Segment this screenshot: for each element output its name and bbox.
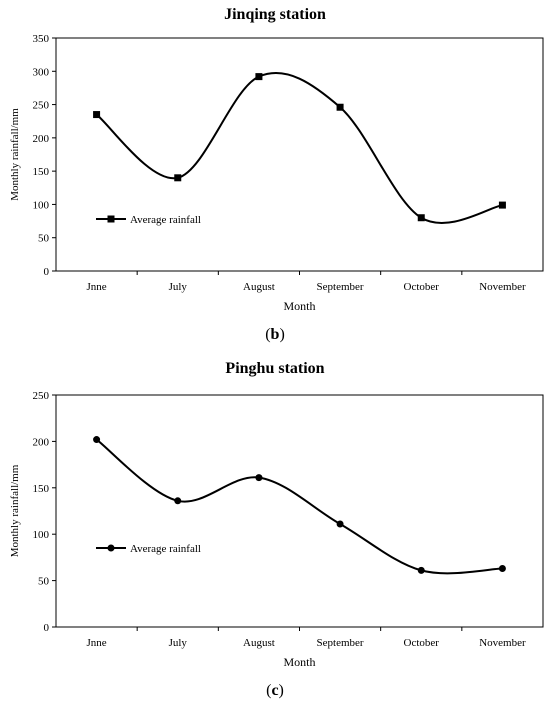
y-tick-label: 300 [33,66,50,78]
x-tick-label: August [243,637,275,649]
y-tick-label: 200 [33,436,50,448]
y-tick-label: 50 [38,233,50,245]
chart-title: Jinqing station [224,6,326,23]
legend-marker [107,544,115,552]
chart-panel-c: Pinghu station 0 50 100 150 200 250 Jnne July Au… [0,356,550,712]
x-axis-label: Month [283,655,315,669]
data-point-marker [174,497,182,505]
x-tick-label: Jnne [86,281,106,293]
data-point-marker [417,566,425,574]
y-tick-label: 50 [38,576,50,588]
plot-area-frame [55,394,544,628]
x-tick-label: Jnne [86,637,106,649]
data-point-marker [498,565,506,573]
figure-label-b: (b) [265,326,285,343]
x-tick-label: July [169,637,188,649]
series-line [95,438,503,575]
data-point-marker [93,436,101,444]
figure-label-letter: b [270,326,280,343]
data-point-marker [174,174,182,182]
y-axis-label: Monthly rainfall/mm [9,464,21,557]
legend-label: Average rainfall [130,543,201,555]
data-point-marker [255,474,263,482]
y-tick-label: 0 [44,266,50,278]
y-tick-label: 150 [33,483,50,495]
legend-marker [107,215,115,223]
y-tick-label: 200 [33,133,50,145]
y-tick-label: 250 [33,100,50,112]
x-tick-label: September [317,281,364,293]
chart-panel-b: Jinqing station 0 50 100 150 200 250 300 350 Jnn… [9,6,544,343]
y-tick-label: 100 [33,529,50,541]
chart-title: Pinghu station [225,360,325,377]
y-tick-label: 0 [44,622,50,634]
data-point-marker [93,111,101,119]
x-tick-label: September [317,637,364,649]
plot-area-frame [55,37,544,272]
x-tick-label: October [404,281,440,293]
data-point-marker [336,520,344,528]
data-point-marker [336,103,344,111]
x-tick-label: October [404,637,440,649]
y-tick-label: 350 [33,33,50,45]
x-tick-label: November [479,281,526,293]
y-tick-label: 100 [33,199,50,211]
y-axis-label: Monthly rainfall/mm [9,108,21,201]
x-axis-label: Month [283,299,315,313]
chart-b-svg: 0 50 100 150 200 250 300 350 Jnne July August Septe… [9,33,544,313]
x-tick-label: November [479,637,526,649]
chart-c-svg: 0 50 100 150 200 250 Jnne July August September Oc… [9,390,544,669]
y-tick-label: 150 [33,166,50,178]
figure-label-c: (c) [266,682,284,699]
data-point-marker [417,214,425,222]
figure-label-letter: c [271,682,279,699]
x-tick-label: August [243,281,275,293]
x-tick-label: July [169,281,188,293]
data-point-marker [498,201,506,209]
data-point-marker [255,73,263,81]
legend-label: Average rainfall [130,214,201,226]
y-tick-label: 250 [33,390,50,402]
series-line [95,72,503,224]
